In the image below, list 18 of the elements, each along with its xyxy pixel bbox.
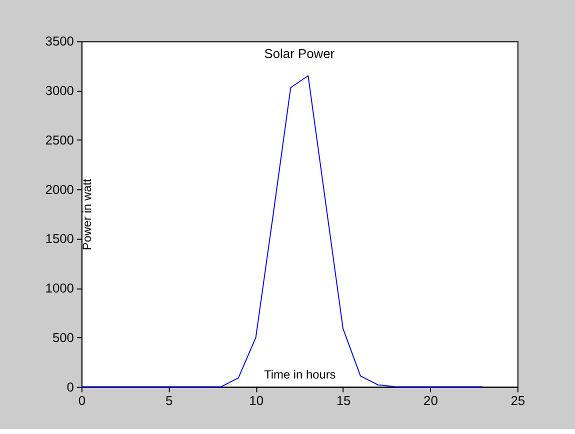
y-tick-label: 2500 — [45, 132, 74, 148]
x-tick-label: 10 — [249, 393, 264, 408]
y-axis-title: Power in watt — [80, 178, 94, 250]
x-axis-title: Time in hours — [264, 367, 336, 382]
y-tick-label: 1000 — [45, 280, 74, 296]
x-tick-label: 5 — [166, 393, 173, 408]
y-tick-label: 3500 — [45, 34, 74, 49]
x-tick-label: 25 — [510, 393, 526, 408]
y-tick-label: 1500 — [45, 231, 74, 246]
x-tick-label: 15 — [336, 393, 351, 408]
y-tick-label: 3000 — [45, 83, 74, 98]
y-tick-label: 2000 — [45, 182, 74, 197]
x-tick-label: 0 — [78, 393, 86, 408]
y-tick-label: 0 — [66, 379, 74, 394]
x-tick-label: 20 — [424, 393, 438, 408]
line-series — [80, 75, 484, 388]
chart-title: Solar Power — [264, 46, 336, 62]
y-tick-label: 500 — [52, 330, 74, 345]
